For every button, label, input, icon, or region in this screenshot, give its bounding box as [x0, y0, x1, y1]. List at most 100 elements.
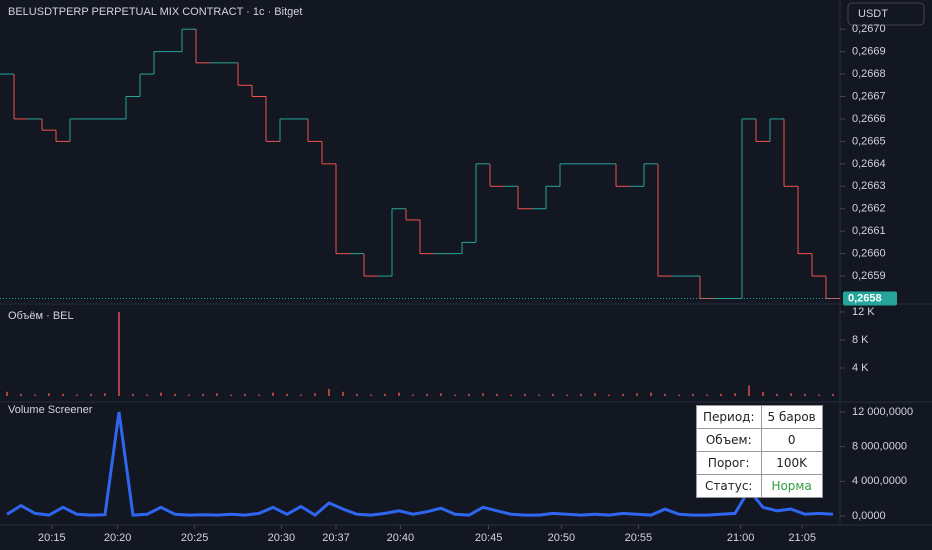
y-tick-label: 0,2667: [852, 90, 886, 102]
volume-bar: [748, 385, 750, 396]
last-price-label: 0,2658: [848, 292, 882, 304]
y-tick-label: 4 000,0000: [852, 475, 907, 487]
volume-bar: [342, 391, 344, 396]
table-key: Период:: [696, 405, 762, 429]
x-tick-label: 20:30: [268, 532, 296, 544]
x-tick-label: 21:05: [788, 532, 816, 544]
volume-bar: [174, 393, 176, 396]
table-value: 0: [760, 428, 823, 452]
volume-bar: [328, 389, 330, 396]
y-tick-label: 12 K: [852, 306, 875, 318]
table-row: Объем: 0: [696, 428, 823, 452]
y-tick-label: 0,2670: [852, 23, 886, 35]
volume-bar: [258, 394, 260, 396]
volume-bar: [272, 392, 274, 396]
volume-bar: [440, 393, 442, 396]
volume-bar: [832, 393, 834, 396]
y-tick-label: 4 K: [852, 362, 869, 374]
x-tick-label: 20:40: [387, 532, 415, 544]
volume-bar: [48, 393, 50, 396]
volume-bar: [566, 394, 568, 396]
volume-bar: [790, 393, 792, 396]
volume-bar: [146, 394, 148, 396]
table-row: Статус: Норма: [696, 474, 823, 498]
volume-bar: [552, 393, 554, 396]
table-key: Статус:: [696, 474, 762, 498]
volume-bar: [384, 393, 386, 396]
volume-bar: [454, 394, 456, 396]
volume-bar: [664, 393, 666, 396]
volume-bar: [804, 393, 806, 396]
y-tick-label: 0,2666: [852, 113, 886, 125]
x-tick-label: 20:37: [322, 532, 350, 544]
volume-bar: [776, 393, 778, 396]
x-tick-label: 20:20: [104, 532, 132, 544]
volume-bar: [370, 394, 372, 396]
y-tick-label: 0,2660: [852, 248, 886, 260]
volume-bar: [90, 393, 92, 396]
volume-bar: [286, 393, 288, 396]
volume-bar: [202, 393, 204, 396]
volume-bar: [300, 394, 302, 396]
y-tick-label: 0,2663: [852, 180, 886, 192]
volume-bar: [398, 392, 400, 396]
volume-bar: [622, 393, 624, 396]
table-row: Порог: 100K: [696, 451, 823, 475]
volume-bar: [34, 394, 36, 396]
table-value: Норма: [760, 474, 823, 498]
y-tick-label: 8 000,0000: [852, 441, 907, 453]
volume-bar: [734, 393, 736, 396]
y-tick-label: 0,2659: [852, 270, 886, 282]
x-tick-label: 20:25: [181, 532, 209, 544]
x-tick-label: 20:50: [548, 532, 576, 544]
volume-bar: [118, 312, 120, 396]
volume-bar: [62, 393, 64, 396]
volume-bar: [76, 394, 78, 396]
table-value: 5 баров: [760, 405, 823, 429]
volume-bar: [482, 393, 484, 396]
volume-bar: [216, 393, 218, 396]
volume-bar: [608, 394, 610, 396]
volume-bar: [496, 393, 498, 396]
table-row: Период: 5 баров: [696, 405, 823, 429]
y-tick-label: 0,2661: [852, 225, 886, 237]
y-tick-label: 12 000,0000: [852, 406, 913, 418]
y-tick-label: 0,2668: [852, 68, 886, 80]
volume-bar: [692, 393, 694, 396]
volume-bar: [524, 393, 526, 396]
table-key: Порог:: [696, 451, 762, 475]
y-tick-label: 0,0000: [852, 510, 886, 522]
x-tick-label: 20:45: [475, 532, 503, 544]
volume-bar: [720, 393, 722, 396]
screener-table: Период: 5 баров Объем: 0 Порог: 100K Статус: Но…: [696, 405, 823, 498]
volume-bar: [20, 393, 22, 396]
volume-bar: [132, 393, 134, 396]
x-tick-label: 21:00: [727, 532, 755, 544]
volume-bar: [538, 394, 540, 396]
volume-bar: [426, 393, 428, 396]
volume-bar: [244, 393, 246, 396]
volume-bar: [706, 394, 708, 396]
y-tick-label: 0,2665: [852, 135, 886, 147]
volume-bar: [818, 394, 820, 396]
volume-bar: [188, 394, 190, 396]
volume-bar: [636, 393, 638, 396]
screener-line: [6, 411, 834, 517]
volume-bar: [314, 393, 316, 396]
volume-bar: [356, 393, 358, 396]
chart-title: BELUSDTPERP PERPETUAL MIX CONTRACT · 1с …: [8, 6, 302, 18]
volume-bar: [510, 394, 512, 396]
y-tick-label: 0,2662: [852, 203, 886, 215]
volume-bar: [468, 393, 470, 396]
table-key: Объем:: [696, 428, 762, 452]
y-tick-label: 0,2664: [852, 158, 886, 170]
volume-bar: [580, 393, 582, 396]
volume-bar: [678, 394, 680, 396]
pane-title: Volume Screener: [8, 404, 93, 416]
volume-bar: [650, 392, 652, 396]
currency-button[interactable]: [847, 2, 925, 26]
volume-bar: [6, 391, 8, 396]
